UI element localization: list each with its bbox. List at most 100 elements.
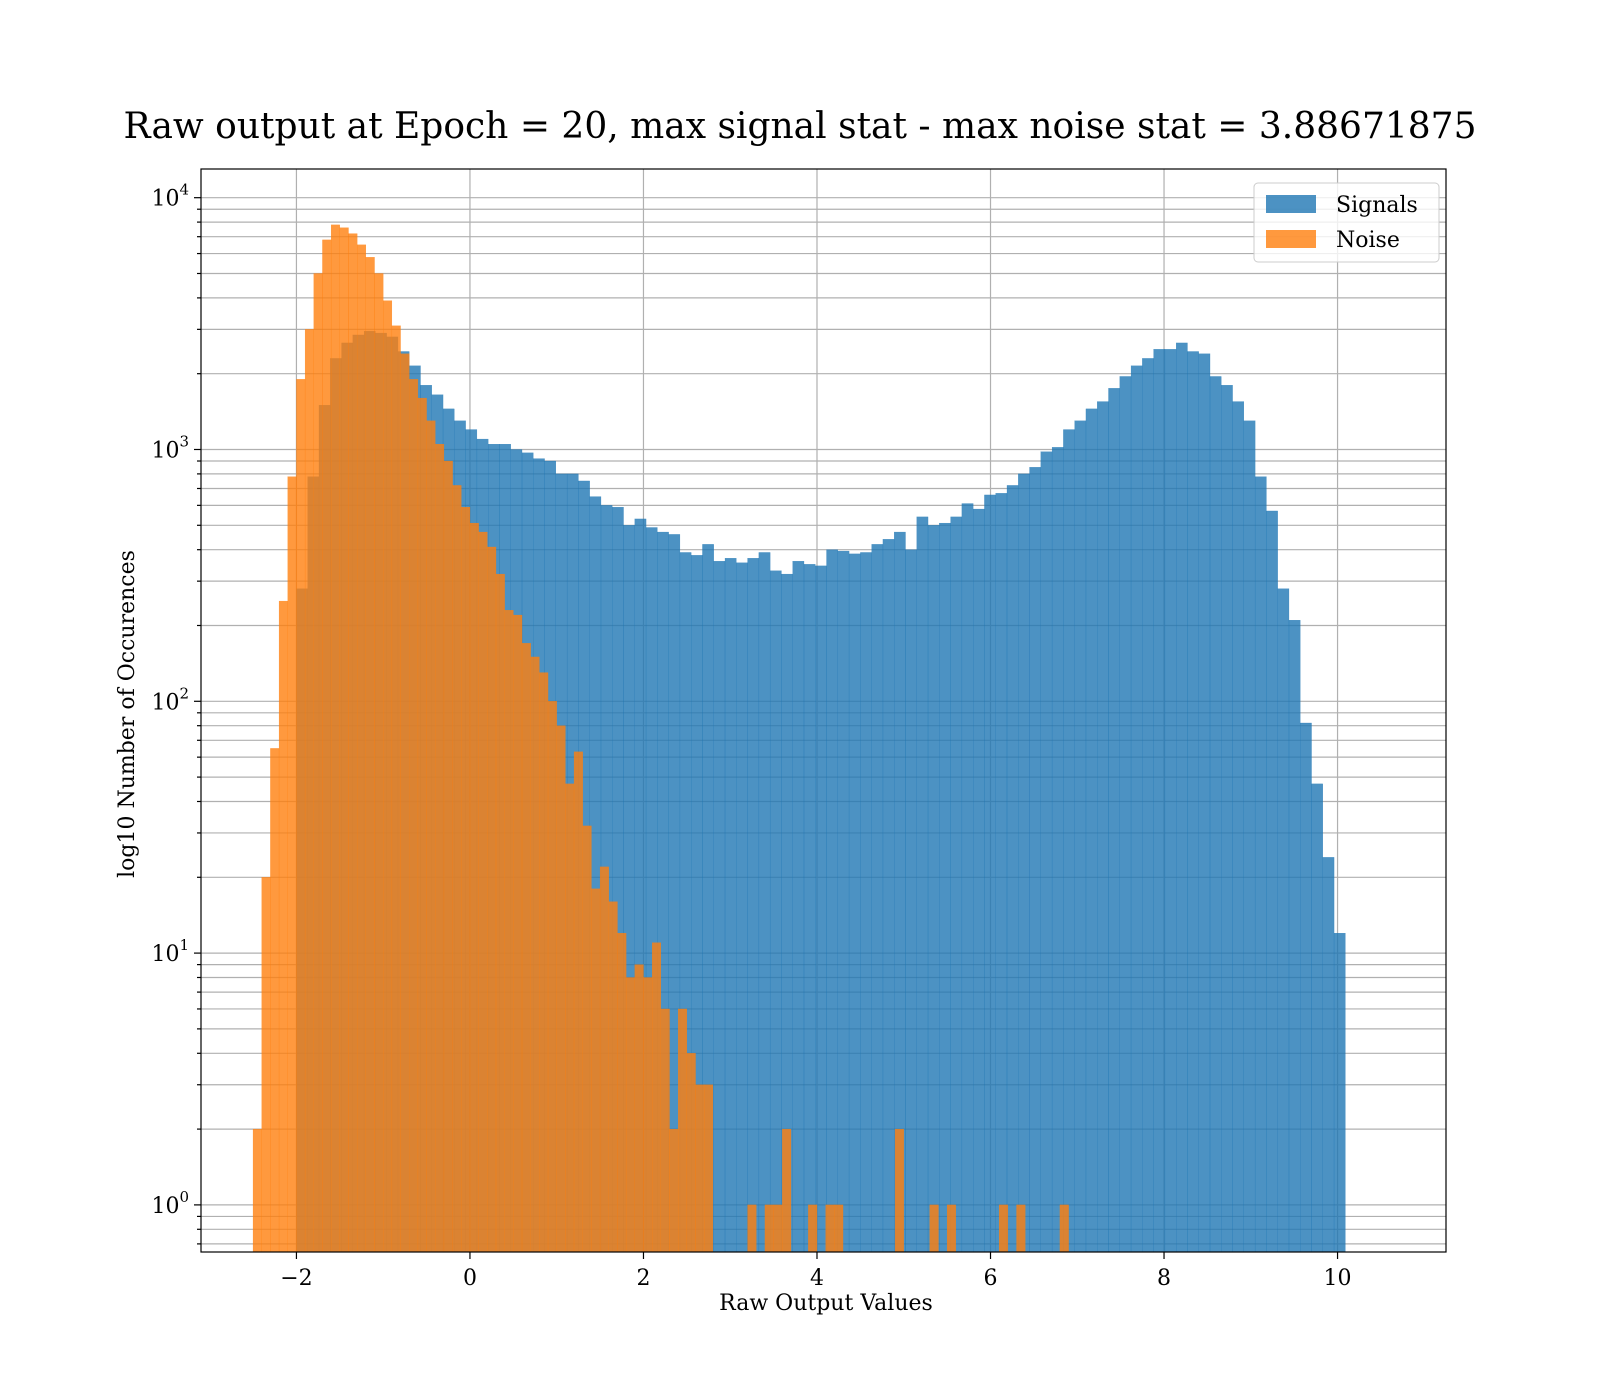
noise-bar [469, 522, 479, 1253]
noise-bar [383, 300, 393, 1253]
noise-bar [773, 1204, 783, 1253]
signals-bar [1029, 467, 1041, 1253]
signals-bar [747, 558, 760, 1253]
y-tick-label: 104 [151, 181, 189, 212]
signals-bar [995, 493, 1008, 1253]
signals-bar [724, 558, 737, 1253]
noise-bar [634, 964, 644, 1253]
noise-bar [591, 888, 601, 1253]
noise-bar [374, 273, 384, 1253]
signals-bar [1097, 401, 1109, 1253]
legend-label-signals: Signals [1336, 193, 1418, 218]
signals-bar [1142, 358, 1154, 1253]
noise-bar [651, 942, 661, 1253]
signals-bar [1300, 722, 1312, 1253]
noise-bar [391, 325, 401, 1253]
signals-bar [803, 564, 816, 1253]
noise-bar [660, 1008, 670, 1253]
signals-bar [1288, 620, 1301, 1253]
noise-bar [686, 1053, 696, 1253]
noise-bar [556, 725, 566, 1253]
noise-bar [521, 643, 531, 1253]
x-tick-label: 0 [463, 1266, 477, 1291]
noise-bar [547, 701, 557, 1253]
signals-bar [973, 508, 985, 1253]
x-axis-ticks: −2 0 2 4 6 8 10 [280, 1252, 1352, 1291]
signals-bar [1322, 857, 1335, 1253]
signals-bar [1333, 933, 1346, 1253]
noise-bar [1059, 1204, 1069, 1253]
noise-bar [582, 825, 592, 1253]
signals-bar [736, 562, 748, 1253]
noise-bar [252, 1128, 262, 1253]
noise-bar [608, 901, 618, 1253]
noise-bar [330, 224, 340, 1253]
signals-bar [871, 544, 884, 1253]
x-tick-label: 8 [1157, 1266, 1171, 1291]
noise-bar [747, 1204, 757, 1253]
chart-title: Raw output at Epoch = 20, max signal sta… [124, 106, 1477, 147]
noise-bar [669, 1128, 679, 1253]
x-tick-label: 10 [1324, 1266, 1352, 1291]
noise-bar [313, 273, 323, 1253]
signals-bar [1176, 342, 1188, 1253]
noise-bar [287, 476, 297, 1253]
noise-bar [339, 227, 349, 1253]
noise-bar [764, 1204, 774, 1253]
signals-bar [860, 552, 872, 1253]
x-tick-label: 4 [810, 1266, 824, 1291]
noise-bar [322, 239, 332, 1253]
signals-bar [1074, 420, 1087, 1253]
signals-bar [1119, 376, 1132, 1253]
noise-bar [504, 610, 514, 1253]
noise-bar [565, 783, 575, 1253]
signals-bar [1277, 588, 1290, 1253]
signals-bar [758, 552, 771, 1253]
noise-bar [929, 1204, 939, 1253]
noise-bar [261, 877, 271, 1253]
x-axis-label: Raw Output Values [719, 1291, 933, 1316]
noise-bar [695, 1084, 705, 1253]
noise-bar [443, 460, 453, 1253]
noise-bar [409, 379, 419, 1253]
noise-bar [461, 507, 471, 1253]
signals-bar [1232, 401, 1245, 1253]
signals-bar [1311, 783, 1323, 1253]
noise-bar [452, 485, 462, 1253]
signals-bar [1063, 429, 1075, 1253]
signals-bar [1266, 510, 1278, 1253]
signals-bar [1164, 349, 1177, 1253]
noise-bar [270, 748, 280, 1253]
signals-bar [1085, 408, 1098, 1253]
signals-bar [1243, 420, 1256, 1253]
signals-bar [792, 561, 805, 1253]
noise-bar [357, 244, 366, 1253]
noise-bar [400, 353, 410, 1253]
noise-bar [478, 531, 488, 1253]
noise-bar [946, 1204, 956, 1253]
y-tick-label: 103 [151, 432, 189, 463]
signals-bar [1051, 447, 1064, 1253]
signals-bar [1108, 388, 1120, 1253]
noise-bar [426, 420, 436, 1253]
signals-bar [1187, 351, 1199, 1253]
noise-bar [296, 379, 306, 1253]
noise-bar [825, 1204, 835, 1253]
noise-bar [530, 656, 540, 1253]
signals-bar [815, 565, 827, 1253]
signals-bar [1130, 365, 1143, 1253]
noise-bar [573, 751, 583, 1253]
y-tick-label: 100 [151, 1188, 189, 1219]
noise-bar [539, 672, 549, 1253]
noise-bar [894, 1128, 904, 1253]
noise-bar [348, 233, 358, 1253]
signals-bar [984, 494, 996, 1253]
signals-bar [1254, 476, 1267, 1253]
noise-bar [495, 573, 505, 1253]
signals-bar [1198, 353, 1211, 1253]
noise-bar [808, 1204, 818, 1253]
y-tick-label: 102 [151, 684, 189, 715]
signals-bar [1153, 349, 1166, 1253]
signals-bar [848, 553, 861, 1253]
